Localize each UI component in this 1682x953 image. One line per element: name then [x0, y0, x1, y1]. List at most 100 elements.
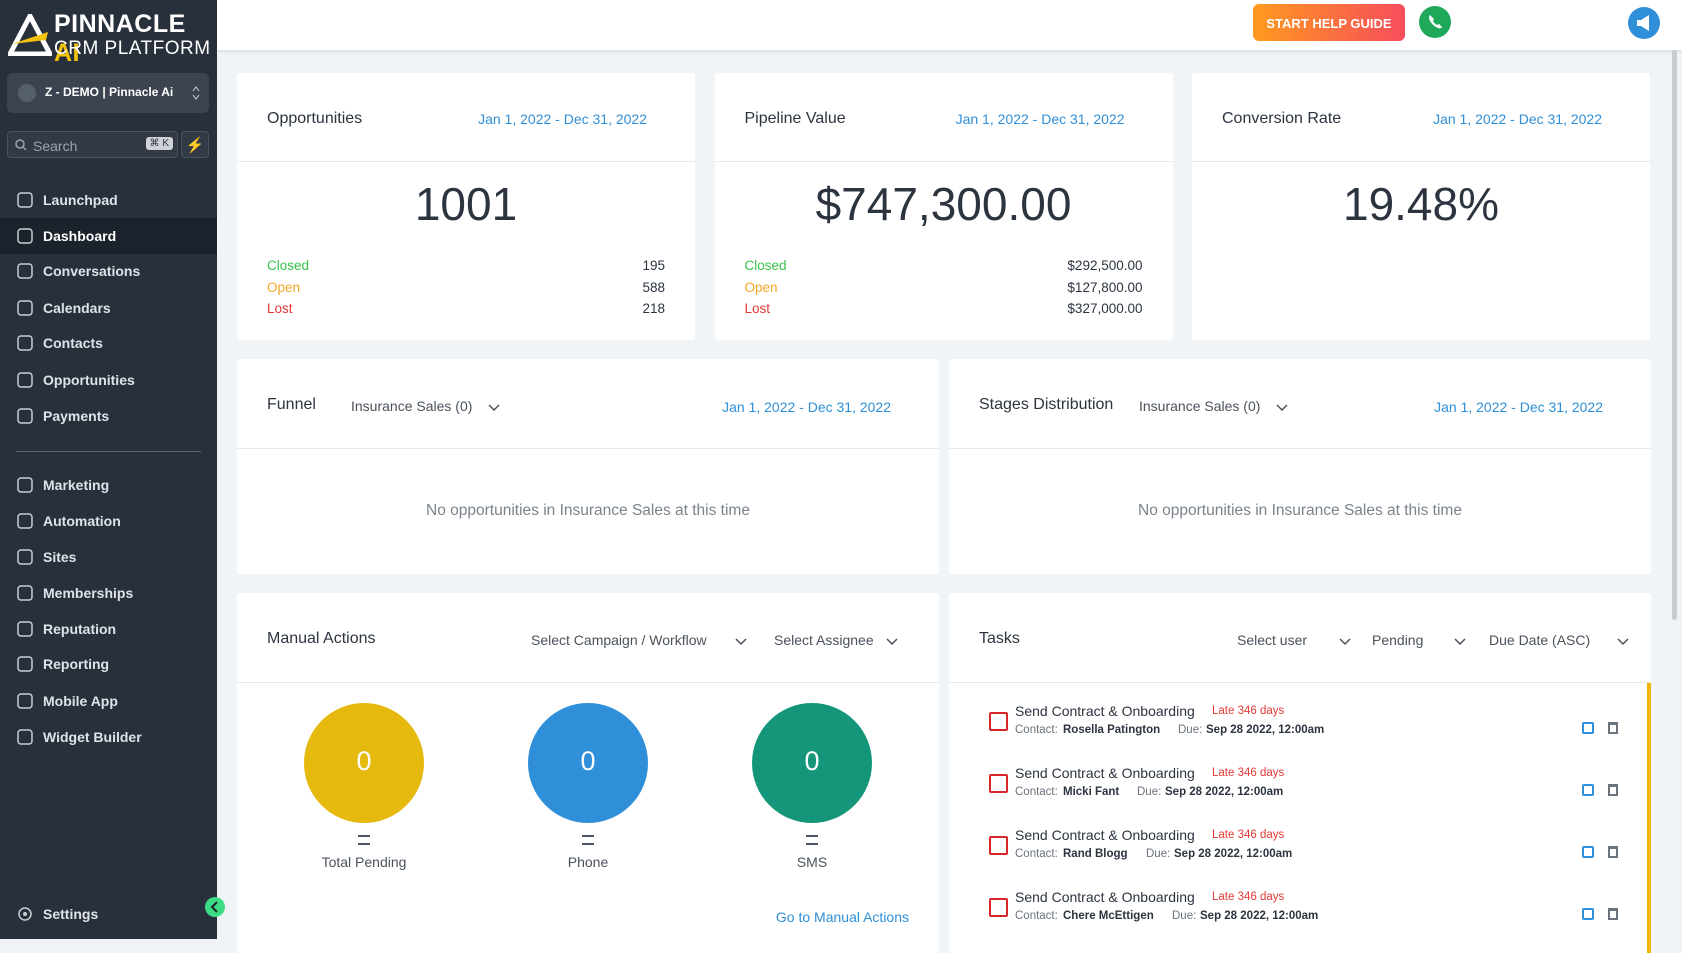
nav-label: Mobile App: [43, 693, 118, 709]
due-date: Sep 28 2022, 12:00am: [1165, 786, 1284, 798]
delete-button[interactable]: [1608, 784, 1618, 796]
stat-card: Opportunities Jan 1, 2022 - Dec 31, 2022 1…: [237, 73, 695, 340]
task-title: Send Contract & Onboarding: [1015, 765, 1195, 781]
manual-actions-link[interactable]: Go to Manual Actions: [775, 909, 909, 925]
search-box[interactable]: Search ⌘ K: [7, 131, 178, 158]
edit-button[interactable]: [1582, 784, 1594, 796]
nav-icon: [17, 192, 33, 208]
nav-item[interactable]: Conversations: [0, 253, 217, 289]
nav-icon: [17, 228, 33, 244]
nav-item[interactable]: Launchpad: [0, 182, 217, 218]
nav-item[interactable]: Memberships: [0, 575, 217, 611]
nav-settings[interactable]: Settings: [0, 896, 217, 932]
edit-button[interactable]: [1582, 908, 1594, 920]
edit-button[interactable]: [1582, 846, 1594, 858]
contact-label: Contact:: [1015, 848, 1058, 860]
due-label: Due:: [1172, 910, 1197, 922]
task-checkbox[interactable]: [989, 712, 1008, 731]
delete-button[interactable]: [1608, 908, 1618, 920]
nav-item[interactable]: Calendars: [0, 290, 217, 326]
task-checkbox[interactable]: [989, 836, 1008, 855]
date-range[interactable]: Jan 1, 2022 - Dec 31, 2022: [478, 111, 647, 127]
filter-select[interactable]: Due Date (ASC): [1489, 632, 1591, 648]
nav-item[interactable]: Contacts: [0, 325, 217, 361]
due-label: Due:: [1146, 848, 1171, 860]
counter-icon: [358, 835, 370, 845]
stat-card: Conversion Rate Jan 1, 2022 - Dec 31, 202…: [1192, 73, 1650, 340]
chevron: [1617, 638, 1629, 646]
nav-item[interactable]: Payments: [0, 398, 217, 434]
task-checkbox[interactable]: [989, 898, 1008, 917]
chevron: [735, 638, 747, 646]
counter-circle: 0: [304, 703, 424, 823]
announcements-button[interactable]: [1628, 7, 1660, 39]
nav-label: Calendars: [43, 300, 111, 316]
stat-label: Open: [744, 279, 778, 295]
stat-card: Pipeline Value Jan 1, 2022 - Dec 31, 2022…: [714, 73, 1173, 340]
nav-item[interactable]: Sites: [0, 539, 217, 575]
filter-select[interactable]: Select user: [1237, 632, 1308, 648]
nav-icon: [17, 549, 33, 565]
nav-item[interactable]: Marketing: [0, 467, 217, 503]
task-status: Late 346 days: [1212, 891, 1285, 903]
nav-item[interactable]: Widget Builder: [0, 719, 217, 755]
nav-label: Payments: [43, 408, 110, 424]
tasks-card: Tasks Select user Pending Due Date (ASC) Sen…: [949, 593, 1651, 953]
logo: [8, 14, 52, 56]
stat-number: $327,000.00: [1067, 301, 1143, 316]
filter-select[interactable]: Pending: [1372, 632, 1424, 648]
due-label: Due:: [1137, 786, 1162, 798]
date-range[interactable]: Jan 1, 2022 - Dec 31, 2022: [722, 399, 891, 415]
quick-action[interactable]: ⚡: [181, 131, 209, 158]
nav-icon: [17, 477, 33, 493]
account-switcher[interactable]: Z - DEMO | Pinnacle Ai: [7, 73, 209, 113]
counter-circle: 0: [752, 703, 872, 823]
edit-button[interactable]: [1582, 722, 1594, 734]
divider: [237, 448, 939, 449]
stat-label: Closed: [267, 258, 310, 273]
phone-button[interactable]: [1419, 6, 1451, 38]
nav-label: Marketing: [43, 477, 110, 493]
due-date: Sep 28 2022, 12:00am: [1200, 910, 1319, 922]
nav-label: Reporting: [43, 656, 110, 672]
contact-label: Contact:: [1015, 786, 1058, 798]
divider: [714, 161, 1173, 162]
stat-number: 218: [642, 301, 665, 316]
task-checkbox[interactable]: [989, 774, 1008, 793]
top-bar: START HELP GUIDE: [217, 0, 1682, 620]
nav-icon: [17, 263, 33, 279]
nav-item[interactable]: Mobile App: [0, 683, 217, 719]
stat-label: Open: [267, 279, 301, 295]
nav-label: Settings: [43, 906, 99, 922]
nav-label: Memberships: [43, 585, 134, 601]
due-label: Due:: [1178, 724, 1203, 736]
task-status: Late 346 days: [1212, 705, 1285, 717]
delete-button[interactable]: [1608, 846, 1618, 858]
date-range[interactable]: Jan 1, 2022 - Dec 31, 2022: [1433, 111, 1602, 127]
nav-item[interactable]: Reputation: [0, 611, 217, 647]
nav-icon: [17, 693, 33, 709]
pipeline-select[interactable]: Insurance Sales (0): [1139, 398, 1261, 414]
filter-select[interactable]: Select Assignee: [774, 632, 874, 648]
chevron: [1454, 638, 1466, 646]
date-range[interactable]: Jan 1, 2022 - Dec 31, 2022: [1434, 399, 1603, 415]
pipeline-select[interactable]: Insurance Sales (0): [351, 398, 473, 414]
divider: [949, 682, 1651, 683]
card-title: Manual Actions: [267, 630, 376, 647]
chevron: [886, 638, 898, 646]
collapse-button[interactable]: [205, 897, 225, 917]
nav-item[interactable]: Reporting: [0, 646, 217, 682]
chevron: [488, 404, 500, 412]
nav-icon: [17, 335, 33, 351]
help-button[interactable]: START HELP GUIDE: [1253, 4, 1405, 41]
filter-select[interactable]: Select Campaign / Workflow: [531, 632, 707, 648]
nav-item[interactable]: Opportunities: [0, 362, 217, 398]
date-range[interactable]: Jan 1, 2022 - Dec 31, 2022: [955, 111, 1125, 127]
stat-number: 195: [642, 258, 665, 273]
sidebar: PINNACLE AI CRM PLATFORM Z - DEMO | Pinn…: [0, 0, 225, 939]
delete-button[interactable]: [1608, 722, 1618, 734]
nav-item[interactable]: Automation: [0, 503, 217, 539]
divider: [949, 448, 1651, 449]
stat-number: $292,500.00: [1067, 258, 1143, 273]
nav-item[interactable]: Dashboard: [0, 218, 217, 254]
